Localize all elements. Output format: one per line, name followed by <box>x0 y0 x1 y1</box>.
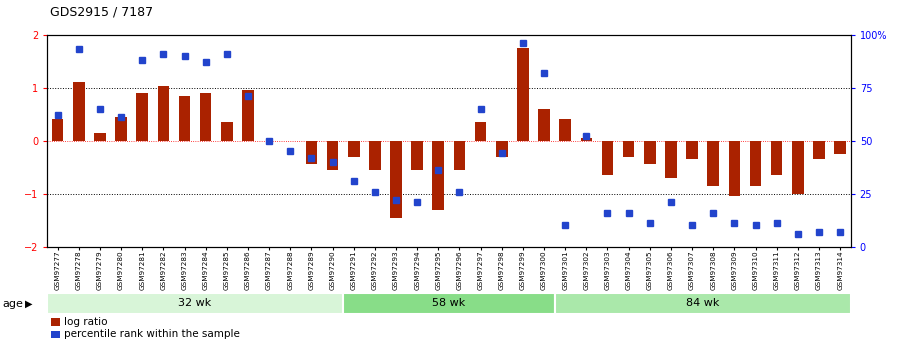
FancyBboxPatch shape <box>343 293 555 315</box>
Bar <box>412 141 423 170</box>
Text: GDS2915 / 7187: GDS2915 / 7187 <box>50 5 153 18</box>
FancyBboxPatch shape <box>555 293 851 315</box>
Text: ▶: ▶ <box>25 299 33 308</box>
Bar <box>390 141 402 217</box>
FancyBboxPatch shape <box>47 293 343 315</box>
Bar <box>792 141 804 194</box>
Text: 84 wk: 84 wk <box>686 298 719 308</box>
Bar <box>538 109 550 141</box>
Bar <box>517 48 529 141</box>
Bar <box>243 90 253 141</box>
Text: 58 wk: 58 wk <box>433 298 465 308</box>
Bar <box>623 141 634 157</box>
Bar <box>51 318 60 326</box>
Bar <box>115 117 127 141</box>
Bar <box>221 122 233 141</box>
Bar <box>157 87 169 141</box>
Bar <box>729 141 740 196</box>
Bar <box>771 141 783 175</box>
Bar <box>94 132 106 141</box>
Bar <box>327 141 338 170</box>
Bar <box>708 141 719 186</box>
Bar <box>644 141 655 165</box>
Bar <box>602 141 614 175</box>
Bar <box>496 141 508 157</box>
Bar <box>73 82 84 141</box>
Bar <box>200 93 212 141</box>
Bar <box>749 141 761 186</box>
Bar <box>814 141 824 159</box>
Bar <box>580 138 592 141</box>
Bar <box>686 141 698 159</box>
Bar <box>178 96 190 141</box>
Text: log ratio: log ratio <box>64 317 108 327</box>
Bar <box>137 93 148 141</box>
Bar <box>834 141 846 154</box>
Bar <box>51 331 60 338</box>
Text: age: age <box>3 299 24 308</box>
Text: percentile rank within the sample: percentile rank within the sample <box>64 329 240 339</box>
Bar <box>475 122 486 141</box>
Bar <box>453 141 465 170</box>
Bar <box>52 119 63 141</box>
Bar <box>665 141 677 178</box>
Bar <box>369 141 381 170</box>
Bar <box>348 141 359 157</box>
Bar <box>433 141 444 209</box>
Text: 32 wk: 32 wk <box>178 298 212 308</box>
Bar <box>559 119 571 141</box>
Bar <box>306 141 318 165</box>
